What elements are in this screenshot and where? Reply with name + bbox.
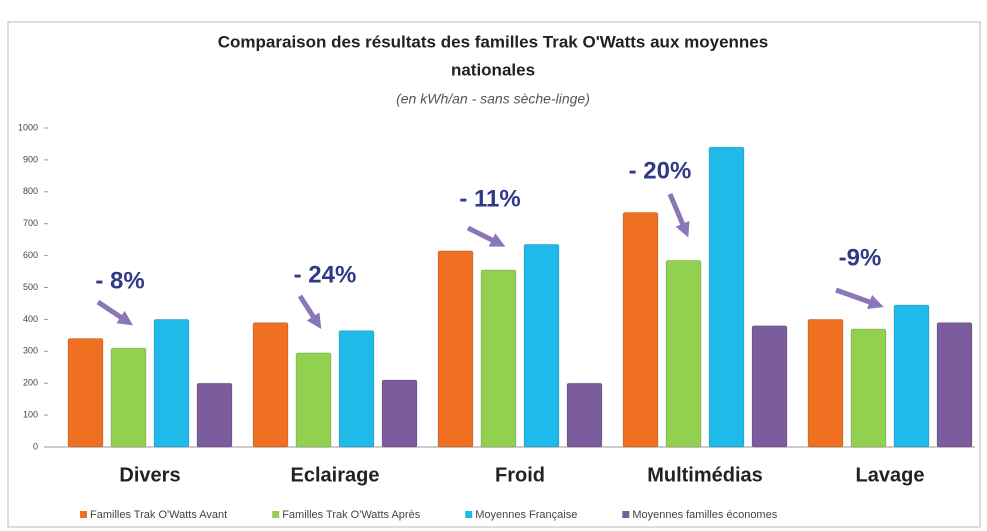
annotation-arrow [835,287,884,310]
annotation: -9% [839,244,882,271]
bar [622,212,659,448]
y-tick-label: 700 [23,218,38,228]
x-tick-label: Multimédias [647,464,763,486]
chart-title: Comparaison des résultats des familles T… [218,32,768,51]
annotation-arrow [96,299,133,326]
legend-swatch [272,511,280,518]
y-tick-label: 900 [23,154,38,164]
annotation-arrow [466,225,506,247]
bar [338,330,375,448]
annotation-arrow [297,294,322,330]
bar [936,322,973,448]
bar [67,338,104,448]
bar [153,318,190,448]
x-tick-label: Divers [119,464,180,486]
bar [665,259,702,448]
bar [381,379,418,448]
y-tick-label: 600 [23,250,38,260]
bar [295,352,332,448]
bar [893,304,930,448]
annotation: - 11% [459,185,520,212]
y-tick-label: 100 [23,409,38,419]
bar [252,322,289,448]
y-tick-label: 1000 [18,122,38,132]
legend-label: Familles Trak O'Watts Après [282,509,420,521]
legend-label: Familles Trak O'Watts Avant [90,509,227,521]
y-tick-label: 0 [33,441,38,451]
bar [110,347,147,448]
chart-title: nationales [451,60,535,79]
y-tick-label: 400 [23,314,38,324]
x-tick-label: Eclairage [291,464,380,486]
bar [523,243,560,448]
legend-label: Moyennes Française [475,509,577,521]
bar [566,382,603,448]
y-tick-label: 200 [23,378,38,388]
bar [751,325,788,448]
bar [807,318,844,448]
y-tick-label: 300 [23,346,38,356]
x-tick-label: Lavage [856,464,925,486]
annotation: - 24% [294,261,357,288]
annotation: - 8% [95,267,144,294]
annotation: - 20% [629,157,692,184]
bar [850,328,887,448]
legend-swatch [80,511,87,518]
legend-swatch [622,511,630,518]
bar [708,146,745,448]
legend-swatch [465,511,473,518]
bar [196,382,233,448]
bar [480,269,517,448]
annotation-arrow [667,193,690,238]
legend-label: Moyennes familles économes [632,509,777,521]
y-tick-label: 500 [23,282,38,292]
x-tick-label: Froid [495,464,545,486]
y-tick-label: 800 [23,186,38,196]
bar [437,250,474,448]
chart-subtitle: (en kWh/an - sans sèche-linge) [396,91,590,107]
